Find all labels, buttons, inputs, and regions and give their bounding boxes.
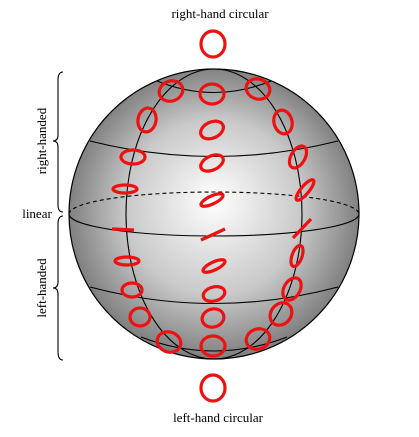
polarization-ellipse: [111, 183, 139, 195]
meridian: [125, 68, 303, 360]
polarization-ellipse: [113, 255, 141, 267]
brace-left-handed: [52, 215, 64, 361]
polarization-ellipse: [294, 178, 316, 202]
linear-polarization: [291, 217, 313, 240]
polarization-ellipses: [111, 29, 316, 403]
latitude-line-top: [156, 80, 272, 93]
polarization-ellipse: [199, 334, 227, 358]
latitude-line-lower: [89, 286, 339, 305]
linear-polarization: [111, 227, 135, 232]
polarization-ellipse: [272, 108, 294, 136]
polarization-ellipse: [128, 306, 152, 328]
polarization-circle-bottom: [199, 373, 227, 403]
label-right-handed: right-handed: [34, 107, 49, 174]
polarization-ellipse: [199, 153, 225, 173]
polarization-ellipse: [281, 276, 303, 302]
equator-back: [68, 191, 360, 215]
equator-front: [68, 213, 360, 237]
polarization-ellipse: [289, 243, 305, 269]
polarization-ellipse: [136, 106, 158, 134]
polarization-ellipse: [201, 285, 227, 303]
polarization-ellipse: [244, 77, 272, 101]
label-left-hand-circular: left-hand circular: [173, 410, 264, 425]
label-right-hand-circular: right-hand circular: [171, 6, 269, 21]
label-linear: linear: [22, 206, 52, 221]
linear-polarization: [200, 227, 226, 242]
polarization-ellipse: [201, 258, 227, 274]
polarization-ellipse: [244, 327, 272, 351]
polarization-ellipse: [198, 82, 226, 106]
brace-right-handed: [52, 71, 64, 213]
polarization-ellipse: [287, 144, 309, 170]
polarization-circle-top: [199, 29, 227, 59]
polarization-ellipse: [120, 281, 144, 299]
polarization-ellipse: [155, 330, 183, 354]
polarization-ellipse: [119, 148, 147, 166]
sphere: [68, 68, 360, 360]
polarization-ellipse: [199, 192, 225, 208]
label-left-handed: left-handed: [34, 258, 49, 318]
polarization-ellipse: [199, 119, 225, 141]
polarization-ellipse: [157, 79, 185, 103]
polarization-ellipse: [268, 301, 294, 327]
polarization-ellipse: [200, 307, 226, 329]
